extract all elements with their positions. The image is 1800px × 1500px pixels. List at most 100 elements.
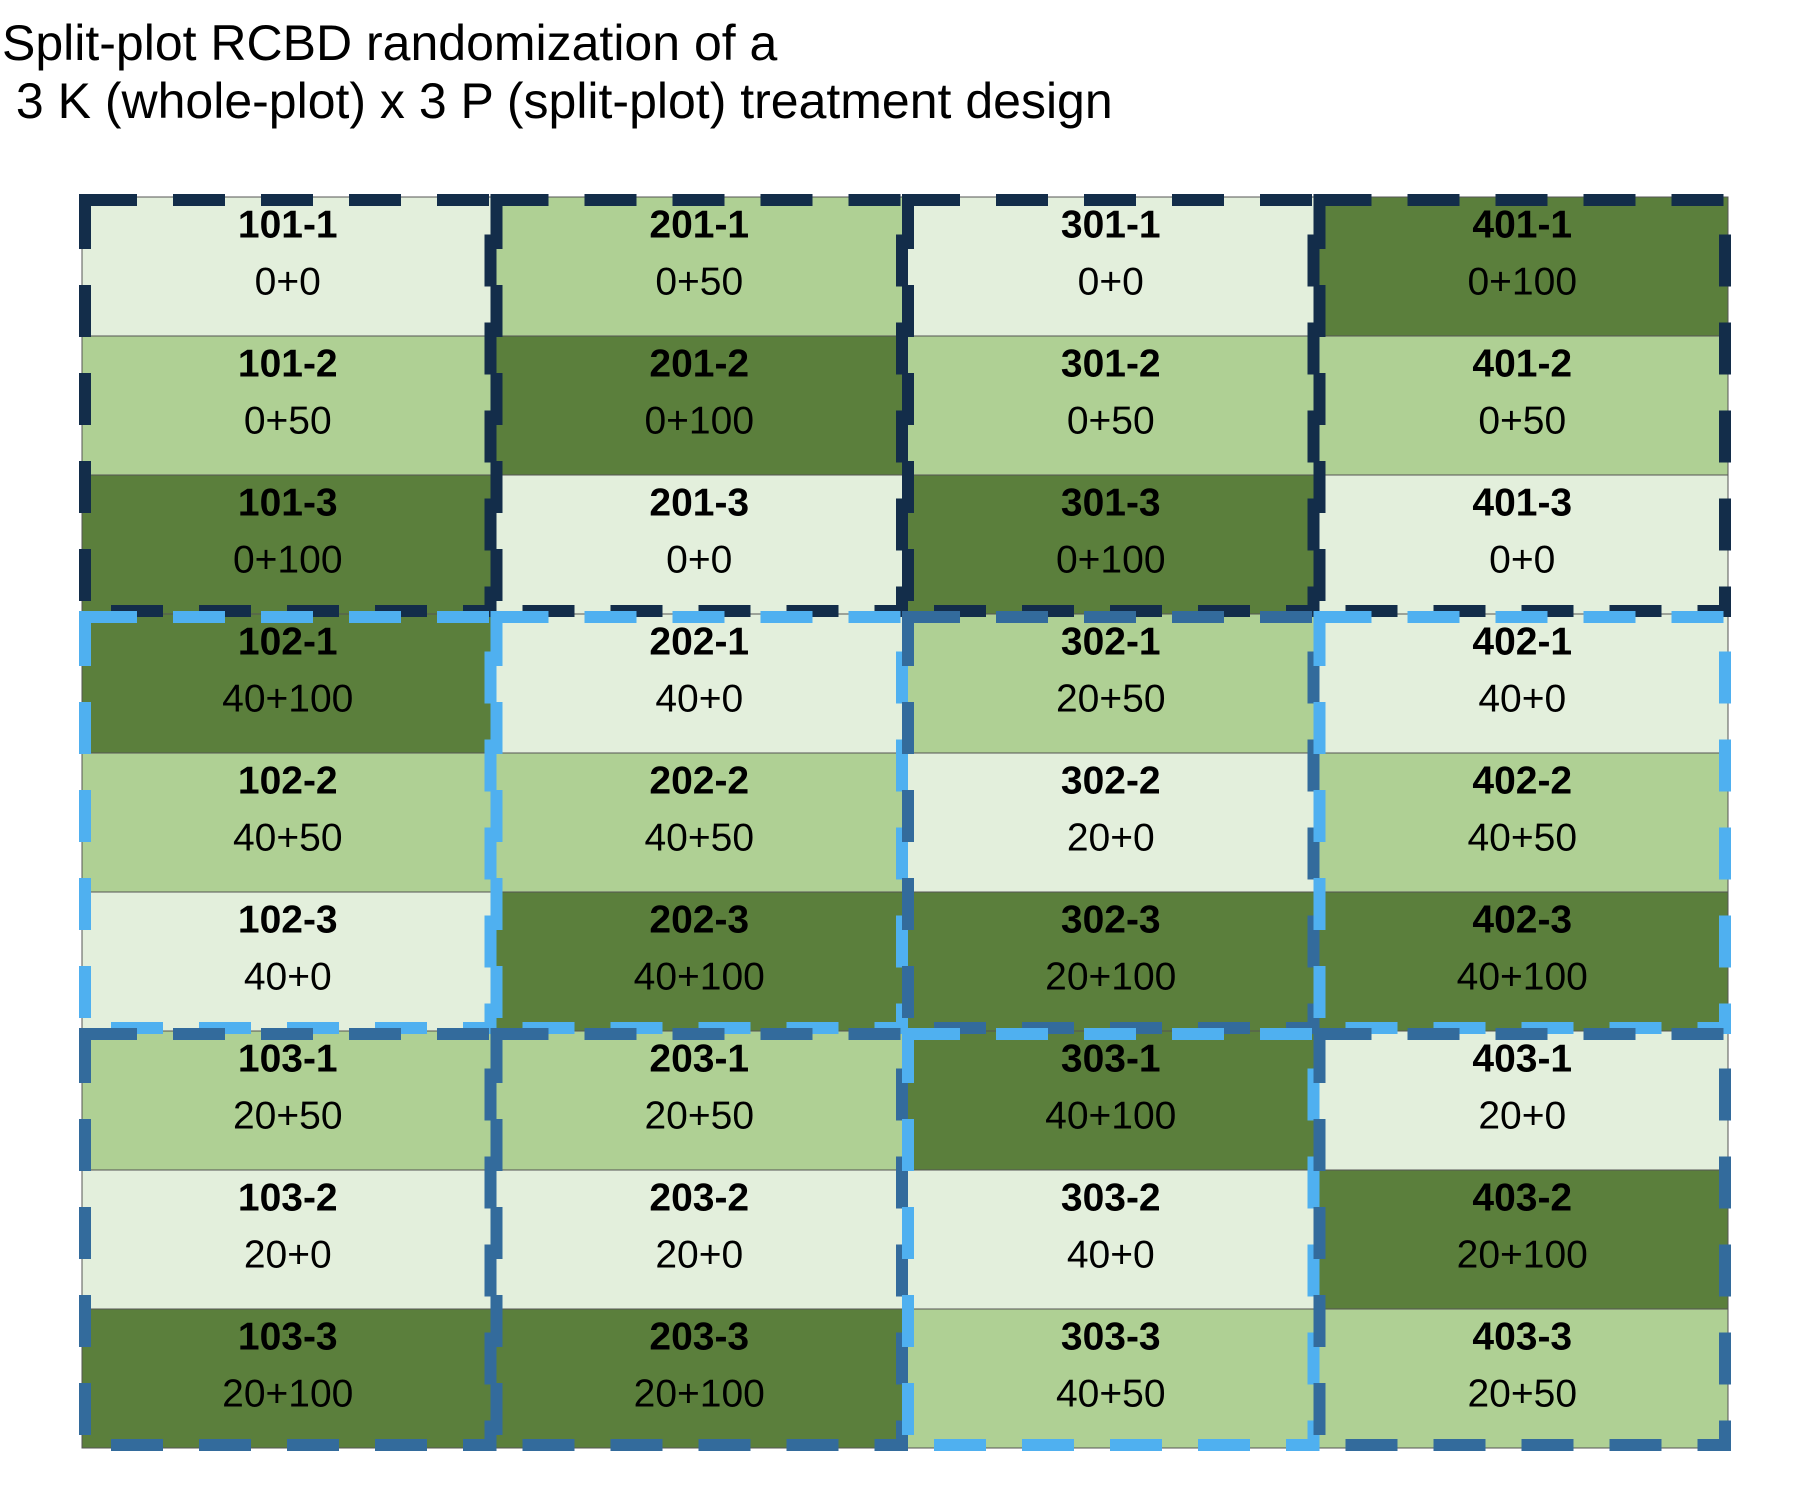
plot-cell xyxy=(904,891,1317,1032)
plot-treatment: 20+100 xyxy=(1457,1233,1588,1276)
title-line: 3 K (whole-plot) x 3 P (split-plot) trea… xyxy=(2,73,1113,129)
plot-cell xyxy=(493,752,906,893)
plot-treatment: 20+100 xyxy=(1045,955,1176,998)
plot-id: 402-2 xyxy=(1472,759,1572,802)
plot-id: 103-2 xyxy=(238,1176,338,1219)
plot-treatment: 40+50 xyxy=(1467,816,1577,859)
plot-treatment: 20+0 xyxy=(655,1233,743,1276)
plot-cell xyxy=(1316,1308,1729,1449)
plot-id: 102-3 xyxy=(238,898,338,941)
whole-plot-border xyxy=(79,1028,497,1451)
plot-id: 101-3 xyxy=(238,481,338,524)
plot-id: 203-3 xyxy=(649,1315,749,1358)
plot-id: 303-1 xyxy=(1061,1037,1161,1080)
plot-cell xyxy=(904,752,1317,893)
plot-cell xyxy=(81,335,494,476)
plot-id: 302-1 xyxy=(1061,620,1161,663)
plot-cell xyxy=(1316,196,1729,337)
plot-treatment: 0+100 xyxy=(1056,538,1166,581)
plot-cell xyxy=(904,613,1317,754)
whole-plot-border xyxy=(1313,1028,1731,1451)
plot-id: 301-1 xyxy=(1061,203,1161,246)
plot-cell xyxy=(493,1308,906,1449)
plot-treatment: 20+50 xyxy=(644,1094,754,1137)
plot-treatment: 0+100 xyxy=(644,399,754,442)
plot-cell xyxy=(81,196,494,337)
plot-treatment: 0+0 xyxy=(666,538,732,581)
plot-treatment: 40+100 xyxy=(222,677,353,720)
plot-cell xyxy=(81,1030,494,1171)
plot-treatment: 40+0 xyxy=(1478,677,1566,720)
plot-cell xyxy=(81,613,494,754)
plot-treatment: 20+50 xyxy=(233,1094,343,1137)
plot-id: 402-1 xyxy=(1472,620,1572,663)
plot-treatment: 20+100 xyxy=(634,1372,765,1415)
whole-plot-border xyxy=(490,1028,908,1451)
plot-treatment: 40+50 xyxy=(233,816,343,859)
plot-treatment: 40+0 xyxy=(655,677,743,720)
plot-treatment: 40+0 xyxy=(1067,1233,1155,1276)
plot-cell xyxy=(493,335,906,476)
plot-treatment: 0+100 xyxy=(1467,260,1577,303)
plot-cell xyxy=(493,196,906,337)
plot-id: 403-2 xyxy=(1472,1176,1572,1219)
plot-id: 301-2 xyxy=(1061,342,1161,385)
plot-treatment: 0+50 xyxy=(1478,399,1566,442)
plot-treatment: 40+50 xyxy=(1056,1372,1166,1415)
plot-id: 203-2 xyxy=(649,1176,749,1219)
plot-id: 403-3 xyxy=(1472,1315,1572,1358)
plot-id: 302-2 xyxy=(1061,759,1161,802)
plot-treatment: 0+0 xyxy=(255,260,321,303)
title-line: Split-plot RCBD randomization of a xyxy=(2,15,778,71)
plot-id: 201-2 xyxy=(649,342,749,385)
plot-treatment: 40+100 xyxy=(1045,1094,1176,1137)
plot-cell xyxy=(904,335,1317,476)
plot-cell xyxy=(1316,474,1729,615)
plot-cell xyxy=(904,1169,1317,1310)
plot-cell xyxy=(493,891,906,1032)
plot-treatment: 20+0 xyxy=(1067,816,1155,859)
plot-id: 302-3 xyxy=(1061,898,1161,941)
plot-cell xyxy=(1316,335,1729,476)
plot-id: 101-1 xyxy=(238,203,338,246)
plot-treatment: 0+0 xyxy=(1078,260,1144,303)
plot-treatment: 0+50 xyxy=(655,260,743,303)
plot-id: 303-2 xyxy=(1061,1176,1161,1219)
plot-id: 301-3 xyxy=(1061,481,1161,524)
plot-id: 402-3 xyxy=(1472,898,1572,941)
plot-id: 103-1 xyxy=(238,1037,338,1080)
plot-treatment: 0+100 xyxy=(233,538,343,581)
plot-cell xyxy=(904,1030,1317,1171)
plot-id: 102-2 xyxy=(238,759,338,802)
plot-treatment: 40+50 xyxy=(644,816,754,859)
plot-id: 202-3 xyxy=(649,898,749,941)
plot-treatment: 20+0 xyxy=(1478,1094,1566,1137)
plot-treatment: 20+0 xyxy=(244,1233,332,1276)
whole-plot-border xyxy=(902,1028,1320,1451)
plot-cell xyxy=(81,1169,494,1310)
plot-id: 103-3 xyxy=(238,1315,338,1358)
plot-treatment: 0+50 xyxy=(1067,399,1155,442)
plot-treatment: 0+50 xyxy=(244,399,332,442)
plot-id: 401-2 xyxy=(1472,342,1572,385)
plot-cell xyxy=(904,1308,1317,1449)
plot-cell xyxy=(81,752,494,893)
plot-id: 201-3 xyxy=(649,481,749,524)
plot-treatment: 0+0 xyxy=(1489,538,1555,581)
plot-treatment: 40+100 xyxy=(634,955,765,998)
plot-treatment: 20+50 xyxy=(1056,677,1166,720)
plot-cell xyxy=(81,891,494,1032)
plot-cell xyxy=(1316,1030,1729,1171)
plot-id: 403-1 xyxy=(1472,1037,1572,1080)
plot-id: 303-3 xyxy=(1061,1315,1161,1358)
plot-id: 401-1 xyxy=(1472,203,1572,246)
plot-id: 203-1 xyxy=(649,1037,749,1080)
plot-id: 102-1 xyxy=(238,620,338,663)
plot-treatment: 20+50 xyxy=(1467,1372,1577,1415)
plot-cell xyxy=(1316,752,1729,893)
plot-treatment: 40+100 xyxy=(1457,955,1588,998)
plot-treatment: 20+100 xyxy=(222,1372,353,1415)
plot-id: 101-2 xyxy=(238,342,338,385)
